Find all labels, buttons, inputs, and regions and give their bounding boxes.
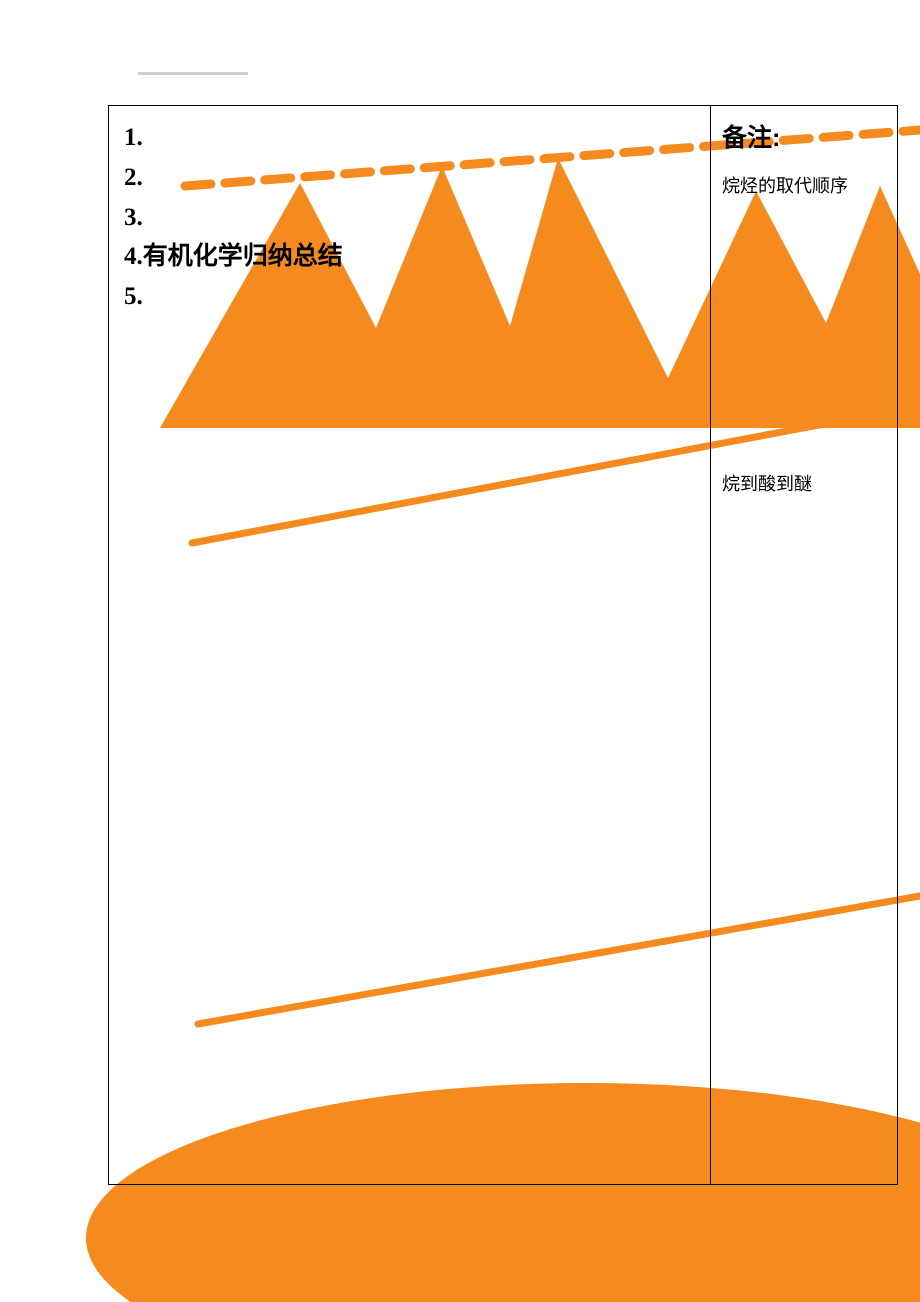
column-divider	[710, 105, 711, 1185]
notes-column: 备注: 烷烃的取代顺序	[722, 118, 892, 204]
list-item-4: 4.有机化学归纳总结	[124, 237, 694, 277]
list-item-1: 1.	[124, 118, 694, 158]
list-item-3: 3.	[124, 198, 694, 238]
note-block-2: 烷到酸到醚	[722, 466, 902, 502]
list-text: 有机化学归纳总结	[143, 242, 343, 270]
list-item-5: 5.	[124, 277, 694, 317]
note-block-1: 烷烃的取代顺序	[722, 168, 892, 204]
note-block-2-container: 烷到酸到醚	[722, 466, 902, 502]
main-list: 1. 2. 3. 4.有机化学归纳总结 5.	[124, 118, 694, 317]
list-number: 4.	[124, 243, 143, 270]
list-number: 2.	[124, 164, 143, 191]
list-number: 1.	[124, 124, 143, 151]
notes-heading: 备注:	[722, 118, 892, 154]
list-number: 5.	[124, 283, 143, 310]
list-item-2: 2.	[124, 158, 694, 198]
list-number: 3.	[124, 204, 143, 231]
horizontal-rule	[138, 72, 248, 75]
